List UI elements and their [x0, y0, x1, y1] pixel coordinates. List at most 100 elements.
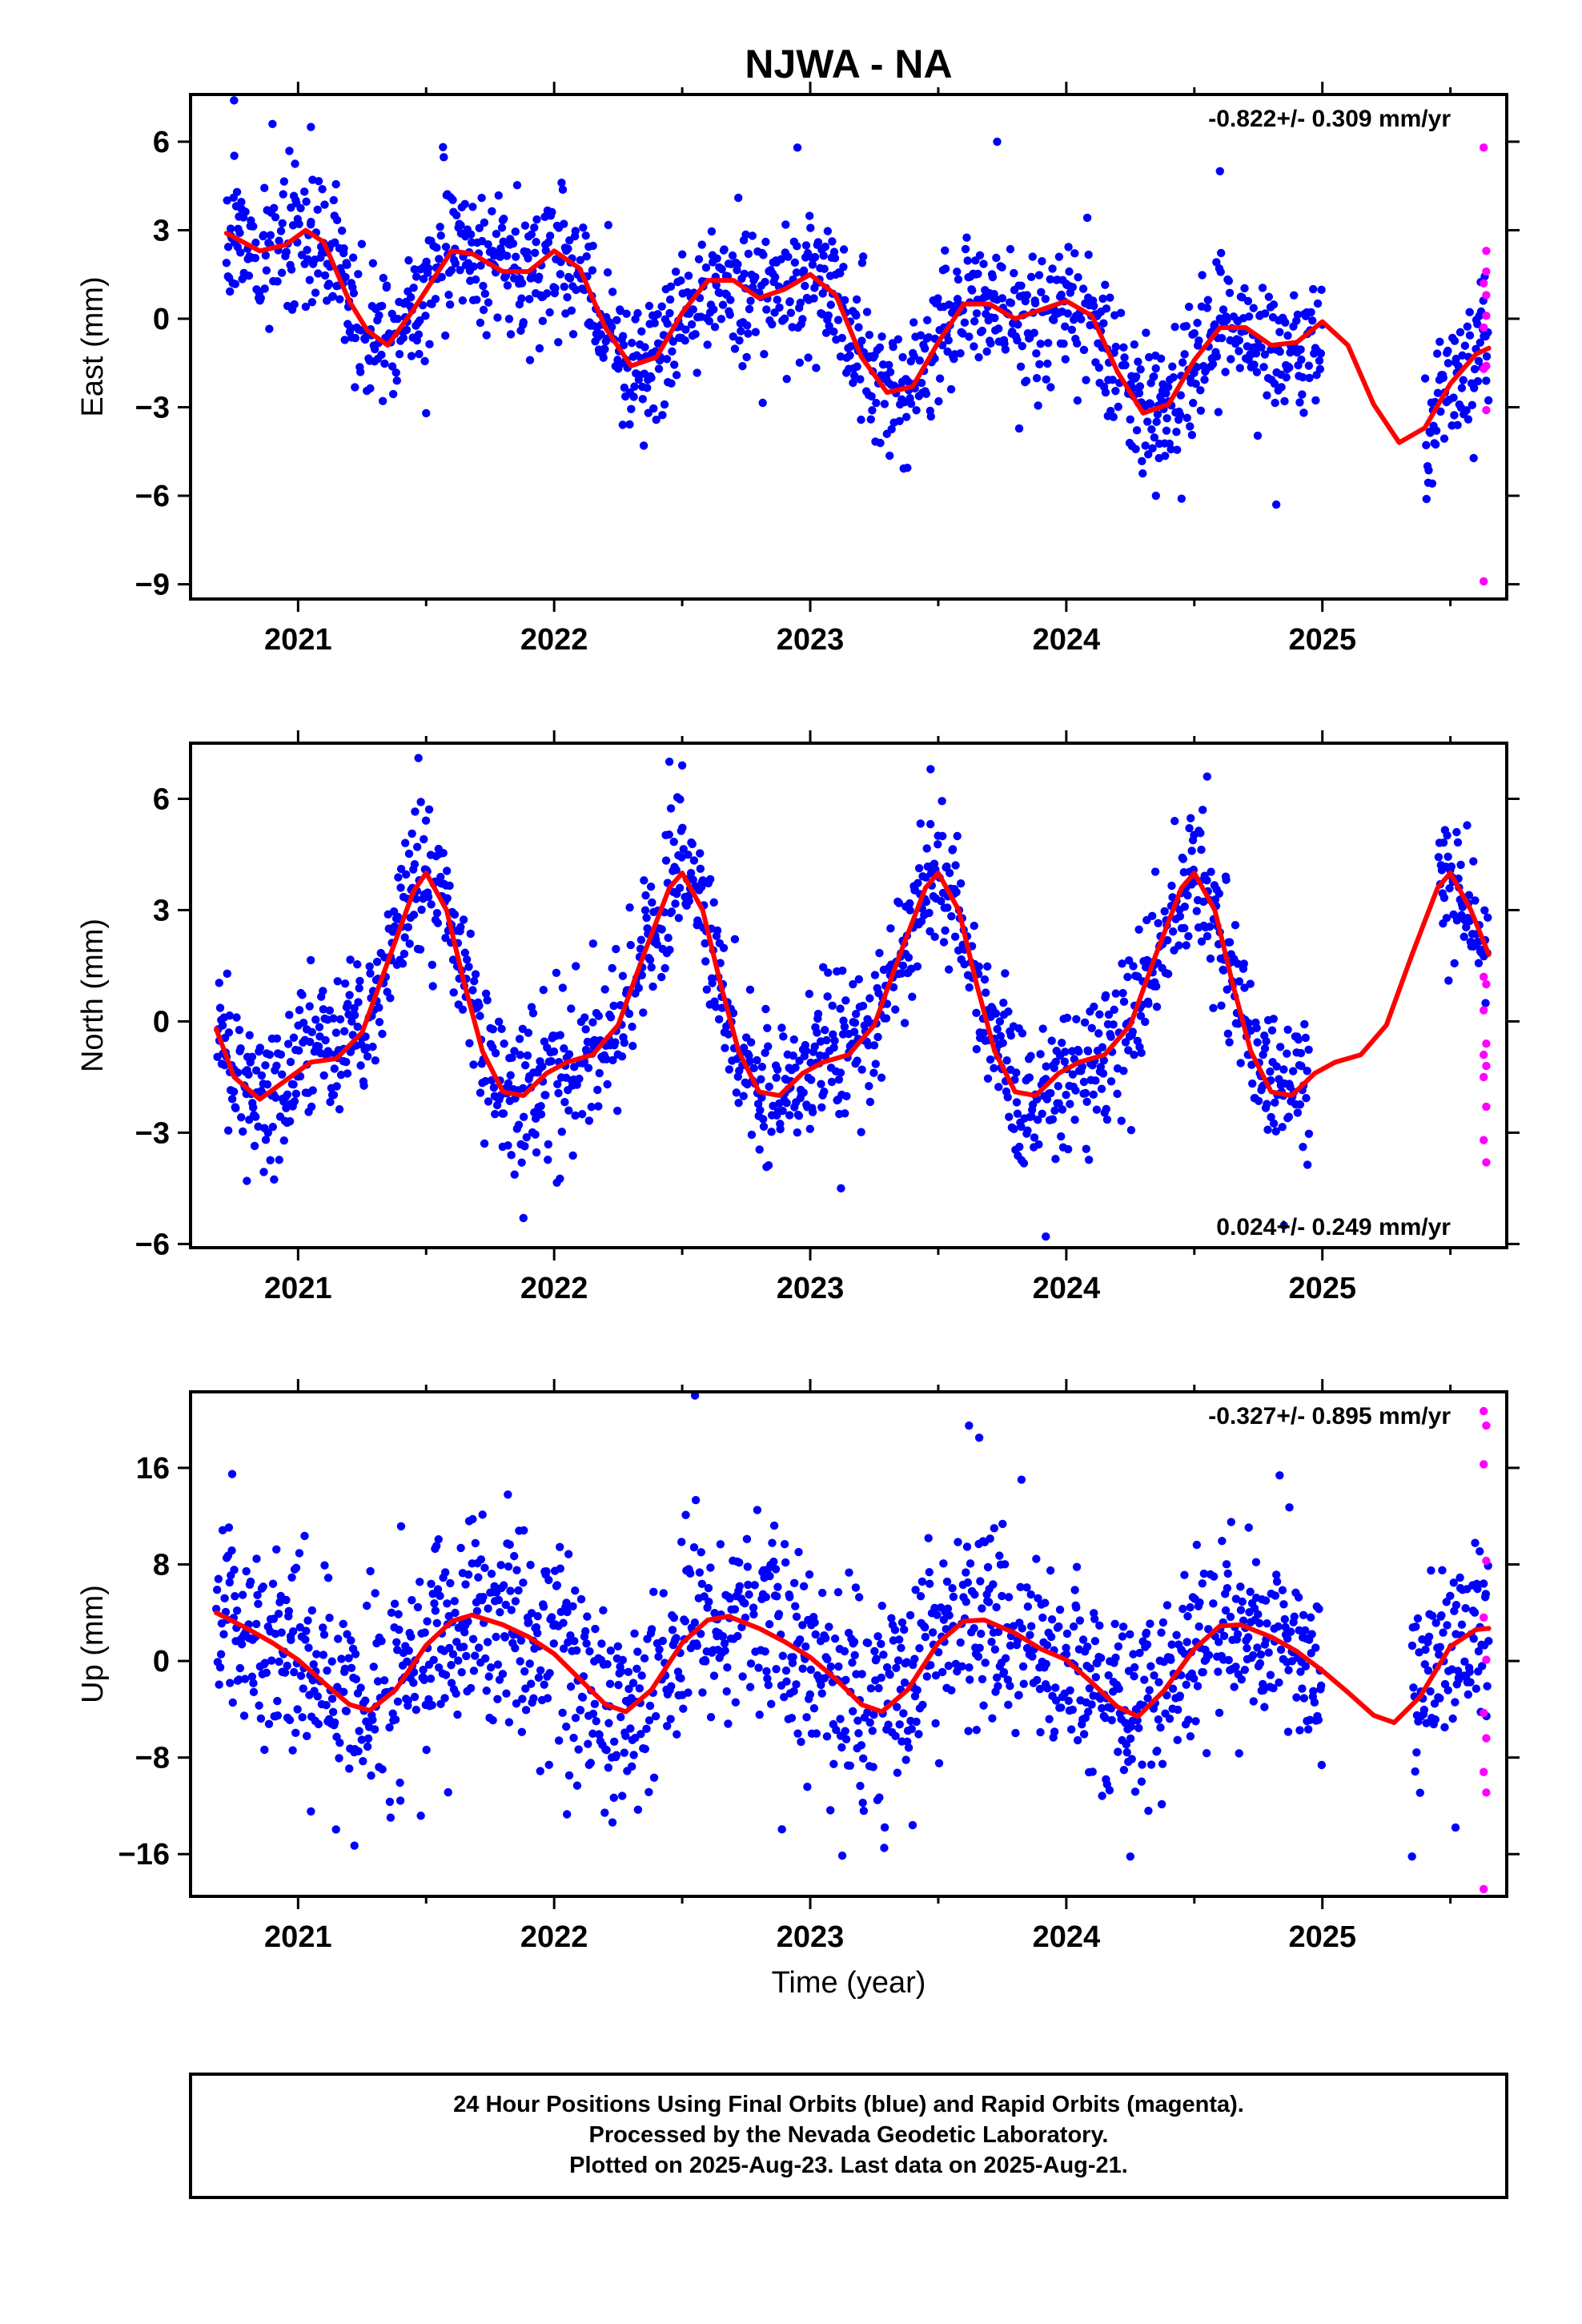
- final-orbit-point: [755, 1145, 764, 1154]
- final-orbit-point: [371, 1055, 380, 1065]
- final-orbit-point: [514, 1586, 523, 1595]
- rapid-orbit-point: [1480, 1050, 1488, 1059]
- final-orbit-point: [277, 1628, 286, 1637]
- final-orbit-point: [351, 333, 360, 343]
- final-orbit-point: [1126, 1734, 1135, 1743]
- final-orbit-point: [833, 316, 843, 324]
- final-orbit-point: [344, 1654, 353, 1663]
- final-orbit-point: [468, 1634, 478, 1643]
- final-orbit-point: [1235, 364, 1244, 372]
- final-orbit-point: [294, 1046, 303, 1055]
- final-orbit-point: [343, 1630, 351, 1638]
- final-orbit-point: [1057, 1038, 1066, 1047]
- final-orbit-point: [1175, 911, 1185, 921]
- final-orbit-point: [402, 325, 412, 335]
- final-orbit-point: [869, 1763, 877, 1771]
- final-orbit-point: [1269, 1119, 1279, 1128]
- final-orbit-point: [268, 119, 277, 129]
- final-orbit-point: [687, 320, 697, 329]
- final-orbit-point: [323, 1666, 331, 1675]
- final-orbit-point: [1278, 1123, 1287, 1132]
- final-orbit-point: [237, 1640, 247, 1649]
- final-orbit-point: [333, 977, 342, 986]
- final-orbit-point: [849, 1027, 859, 1036]
- final-orbit-point: [545, 1668, 554, 1678]
- final-orbit-point: [697, 240, 706, 249]
- final-orbit-point: [504, 315, 514, 324]
- final-orbit-point: [503, 281, 512, 290]
- final-orbit-point: [1299, 1694, 1309, 1703]
- final-orbit-point: [1154, 1715, 1163, 1724]
- final-orbit-point: [1422, 494, 1431, 504]
- final-orbit-point: [242, 1566, 251, 1576]
- final-orbit-point: [1178, 1604, 1187, 1614]
- final-orbit-point: [921, 344, 930, 353]
- final-orbit-point: [1074, 1047, 1083, 1056]
- final-orbit-point: [926, 1660, 935, 1670]
- final-orbit-point: [355, 983, 363, 993]
- final-orbit-point: [1070, 1586, 1079, 1594]
- final-orbit-point: [863, 1638, 873, 1647]
- final-orbit-point: [905, 906, 914, 915]
- final-orbit-point: [669, 360, 679, 369]
- final-orbit-point: [1180, 350, 1189, 359]
- final-orbit-point: [378, 1029, 387, 1039]
- final-orbit-point: [1030, 328, 1038, 337]
- final-orbit-point: [1101, 991, 1110, 1000]
- final-orbit-point: [1019, 1159, 1029, 1168]
- final-orbit-point: [1469, 453, 1478, 463]
- final-orbit-point: [332, 215, 342, 225]
- final-orbit-point: [468, 203, 477, 211]
- final-orbit-point: [926, 765, 935, 774]
- final-orbit-point: [889, 983, 898, 992]
- final-orbit-point: [840, 1647, 849, 1656]
- final-orbit-point: [441, 933, 450, 943]
- y-tick-label: −6: [135, 480, 170, 513]
- final-orbit-point: [1292, 1693, 1301, 1702]
- final-orbit-point: [697, 1579, 707, 1589]
- final-orbit-point: [995, 1017, 1005, 1026]
- footer-line-1: 24 Hour Positions Using Final Orbits (bl…: [453, 2092, 1244, 2117]
- final-orbit-point: [965, 983, 974, 992]
- final-orbit-point: [1304, 1045, 1313, 1054]
- final-orbit-point: [474, 1643, 484, 1652]
- final-orbit-point: [496, 1561, 505, 1570]
- final-orbit-point: [494, 1017, 504, 1027]
- final-orbit-point: [1022, 291, 1032, 300]
- final-orbit-point: [412, 842, 422, 851]
- final-orbit-point: [1099, 1055, 1108, 1065]
- final-orbit-point: [504, 1490, 512, 1499]
- final-orbit-point: [870, 1647, 879, 1656]
- final-orbit-point: [1198, 1579, 1207, 1588]
- final-orbit-point: [749, 1603, 758, 1612]
- final-orbit-point: [1219, 305, 1228, 314]
- final-orbit-point: [1036, 1050, 1045, 1059]
- final-orbit-point: [849, 979, 857, 989]
- final-orbit-point: [337, 226, 347, 235]
- final-orbit-point: [880, 1844, 889, 1852]
- final-orbit-point: [656, 972, 666, 982]
- final-orbit-point: [1256, 1650, 1266, 1659]
- final-orbit-point: [533, 1629, 542, 1638]
- final-orbit-point: [261, 1061, 270, 1070]
- final-orbit-point: [1244, 1523, 1253, 1532]
- final-orbit-point: [1236, 1059, 1245, 1068]
- final-orbit-point: [954, 275, 963, 284]
- final-orbit-point: [223, 969, 232, 979]
- final-orbit-point: [342, 1057, 351, 1067]
- final-orbit-point: [273, 277, 282, 286]
- final-orbit-point: [605, 1679, 615, 1688]
- final-orbit-point: [1311, 1643, 1320, 1652]
- final-orbit-point: [549, 1047, 559, 1056]
- final-orbit-point: [1269, 300, 1279, 309]
- final-orbit-point: [827, 1077, 837, 1087]
- final-orbit-point: [1145, 1686, 1154, 1695]
- final-orbit-point: [500, 1039, 508, 1048]
- final-orbit-point: [578, 1693, 588, 1702]
- final-orbit-point: [261, 1136, 271, 1144]
- final-orbit-point: [540, 1680, 548, 1689]
- final-orbit-point: [602, 1746, 611, 1755]
- final-orbit-point: [944, 965, 954, 974]
- final-orbit-point: [354, 1747, 363, 1756]
- final-orbit-point: [729, 332, 738, 341]
